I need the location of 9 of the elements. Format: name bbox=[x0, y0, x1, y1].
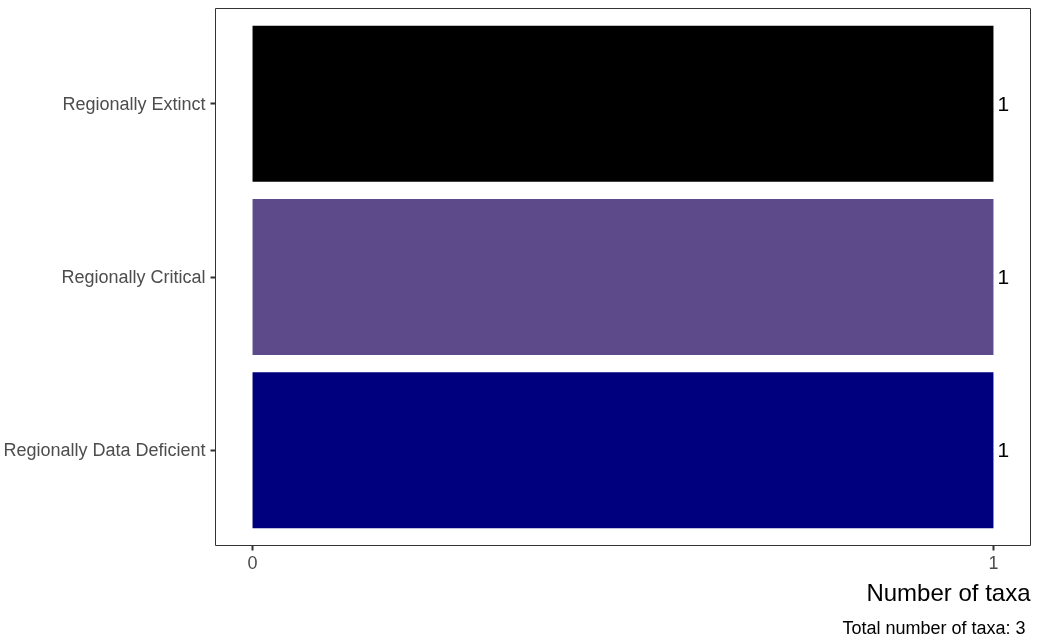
data-label: 1 bbox=[997, 91, 1010, 115]
x-tick-label: 0 bbox=[247, 552, 258, 573]
y-tick-label: Regionally Critical bbox=[61, 267, 206, 287]
y-tick-label: Regionally Extinct bbox=[62, 93, 206, 114]
data-label: 1 bbox=[997, 265, 1010, 288]
text: Total number of taxa: 3 bbox=[842, 617, 1026, 638]
x-axis-title: Number of taxa bbox=[866, 578, 1032, 606]
y-tick-label: Regionally Data Deficient bbox=[3, 440, 206, 461]
data-label: 1 bbox=[997, 438, 1010, 462]
